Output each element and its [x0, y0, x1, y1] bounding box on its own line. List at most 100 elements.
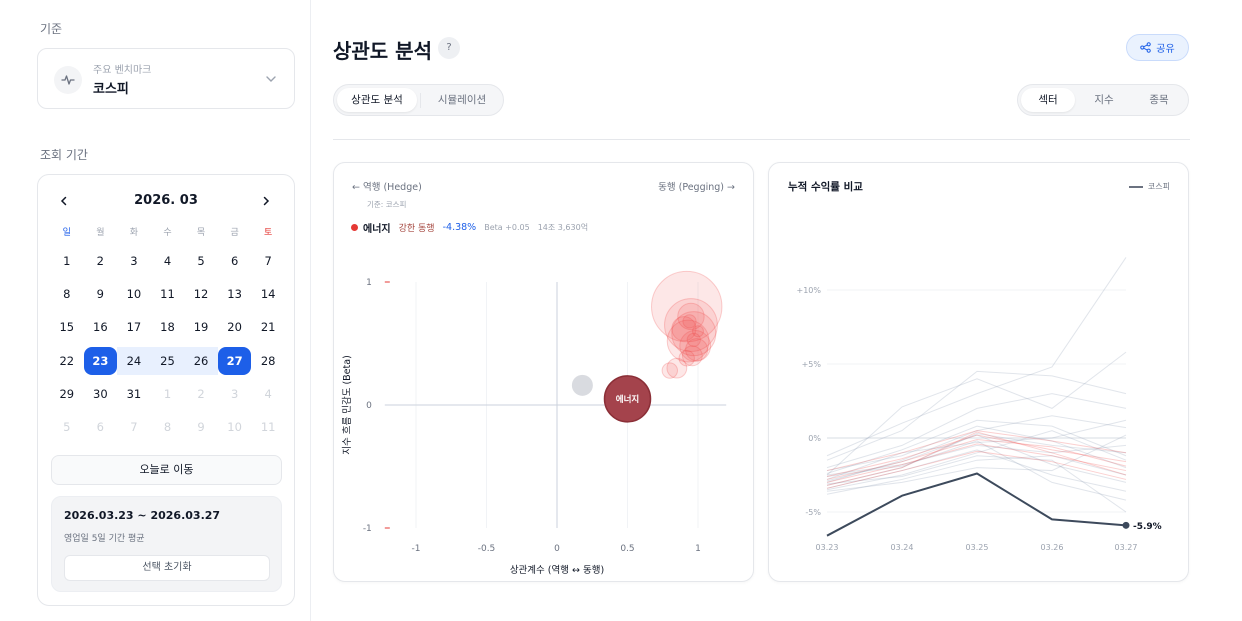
faint-series-line: [826, 370, 1127, 461]
calendar-day[interactable]: 10: [227, 420, 242, 434]
calendar-day[interactable]: 22: [59, 353, 75, 368]
data-point: [664, 298, 718, 352]
weekday-header: 일: [62, 228, 71, 238]
x-tick-label: 03.27: [1115, 543, 1138, 552]
calendar-day[interactable]: 4: [264, 386, 272, 401]
reset-selection-button[interactable]: 선택 초기화: [64, 555, 270, 581]
faint-series-line: [826, 440, 1127, 501]
tab-stock[interactable]: 종목: [1149, 94, 1169, 106]
selected-beta: Beta +0.05: [484, 222, 530, 232]
share-button[interactable]: 공유: [1126, 34, 1189, 61]
header-divider: [333, 139, 1190, 140]
calendar-day[interactable]: 5: [63, 420, 71, 434]
x-tick-label: 0: [554, 544, 560, 554]
chevron-down-icon: [264, 71, 278, 90]
calendar-day[interactable]: 1: [63, 254, 71, 268]
period-label: 조회 기간: [40, 148, 88, 162]
calendar-day[interactable]: 23: [83, 346, 118, 375]
calendar-day[interactable]: 6: [96, 420, 104, 434]
highlight-point: [603, 375, 652, 423]
calendar-day[interactable]: 28: [260, 353, 276, 368]
hedge-label: ← 역행 (Hedge): [352, 182, 422, 193]
selected-item-row[interactable]: 에너지 강한 동행 -4.38% Beta +0.05 14조 3,630억: [351, 220, 588, 235]
tab-sector[interactable]: 섹터: [1021, 88, 1075, 112]
today-button[interactable]: 오늘로 이동: [51, 455, 282, 485]
calendar-day[interactable]: 24: [117, 346, 151, 375]
y-tick-label: 0%: [808, 434, 821, 443]
weekday-header: 월: [96, 228, 105, 238]
tab-simulation[interactable]: 시뮬레이션: [437, 94, 487, 106]
benchmark-select[interactable]: 주요 벤치마크 코스피: [37, 48, 295, 109]
selected-dot: [351, 223, 358, 231]
calendar-day[interactable]: 11: [260, 420, 276, 434]
tab-divider: [420, 93, 421, 108]
calendar-day[interactable]: 25: [150, 346, 185, 375]
prev-month-button[interactable]: [54, 191, 74, 211]
calendar-day[interactable]: 4: [163, 254, 172, 268]
calendar-day[interactable]: 6: [230, 254, 239, 268]
calendar-day[interactable]: 18: [160, 320, 175, 335]
selected-range-box: 2026.03.23 ~ 2026.03.27 영업일 5일 기간 평균 선택 …: [51, 496, 282, 592]
calendar-day[interactable]: 14: [260, 287, 276, 302]
calendar-day[interactable]: 31: [126, 386, 142, 401]
return-compare-title: 누적 수익률 비교: [788, 181, 863, 193]
selected-return: -4.38%: [442, 221, 477, 233]
calendar-day[interactable]: 27: [217, 346, 252, 375]
calendar-day[interactable]: 3: [230, 386, 239, 401]
weekday-header: 화: [129, 228, 139, 238]
benchmark-end-dot: [1122, 521, 1130, 529]
calendar-day[interactable]: 13: [227, 287, 242, 302]
x-tick-label: 1: [695, 544, 701, 554]
selected-range-text: 2026.03.23 ~ 2026.03.27: [64, 509, 221, 522]
calendar-day[interactable]: 9: [96, 287, 104, 302]
sector-series-line: [826, 431, 1127, 486]
tab-correlation[interactable]: 상관도 분석: [337, 88, 417, 112]
selected-tag: 강한 동행: [398, 223, 435, 234]
data-point: [692, 325, 704, 338]
calendar-day[interactable]: 9: [197, 420, 205, 434]
help-button[interactable]: ?: [438, 37, 460, 59]
calendar-day[interactable]: 11: [160, 287, 175, 302]
faint-series-line: [826, 433, 1127, 486]
calendar-day[interactable]: 8: [163, 420, 172, 434]
data-point: [682, 314, 697, 329]
faint-series-line: [826, 415, 1127, 483]
legend-label: 코스피: [1147, 182, 1170, 191]
calendar-day[interactable]: 16: [93, 320, 108, 335]
tab-index[interactable]: 지수: [1094, 94, 1114, 106]
next-month-button[interactable]: [256, 191, 276, 211]
calendar-day[interactable]: 8: [63, 287, 71, 302]
calendar-day[interactable]: 21: [260, 320, 276, 335]
basis-label: 기준: [40, 22, 63, 36]
calendar-day[interactable]: 19: [193, 320, 209, 335]
data-point: [571, 374, 593, 396]
x-tick-label: 03.24: [891, 543, 914, 552]
calendar-day[interactable]: 12: [193, 287, 209, 302]
calendar-day[interactable]: 7: [130, 420, 138, 434]
faint-series-line: [826, 449, 1127, 492]
calendar-day[interactable]: 5: [197, 254, 205, 268]
calendar-day[interactable]: 3: [130, 254, 138, 268]
x-tick-label: 03.23: [816, 543, 839, 552]
calendar-day[interactable]: 17: [126, 320, 142, 335]
calendar-day[interactable]: 1: [163, 386, 172, 401]
correlation-card: ← 역행 (Hedge) 동행 (Pegging) → 기준: 코스피 에너지 …: [333, 162, 754, 582]
calendar-day[interactable]: 29: [59, 386, 75, 401]
calendar-day[interactable]: 10: [126, 287, 142, 302]
calendar-day[interactable]: 2: [96, 254, 104, 268]
weekday-header: 수: [163, 228, 172, 238]
calendar-day[interactable]: 20: [227, 320, 242, 335]
share-icon: [1140, 42, 1152, 53]
calendar-day[interactable]: 15: [59, 320, 75, 335]
faint-series-line: [826, 444, 1127, 476]
faint-series-line: [826, 430, 1127, 491]
cumulative-return-chart: +10% +5% 0% -5% 03.23 03.24 03.25 03.26 03.27 -5.…: [797, 257, 1162, 552]
sector-series-line: [826, 430, 1127, 472]
calendar-day[interactable]: 30: [93, 386, 108, 401]
pulse-icon: [54, 66, 82, 94]
benchmark-line: [826, 472, 1127, 537]
y-tick-label: -5%: [805, 508, 821, 517]
calendar-day[interactable]: 7: [264, 254, 272, 268]
calendar-day[interactable]: 2: [197, 386, 205, 401]
calendar-day[interactable]: 26: [184, 346, 218, 375]
